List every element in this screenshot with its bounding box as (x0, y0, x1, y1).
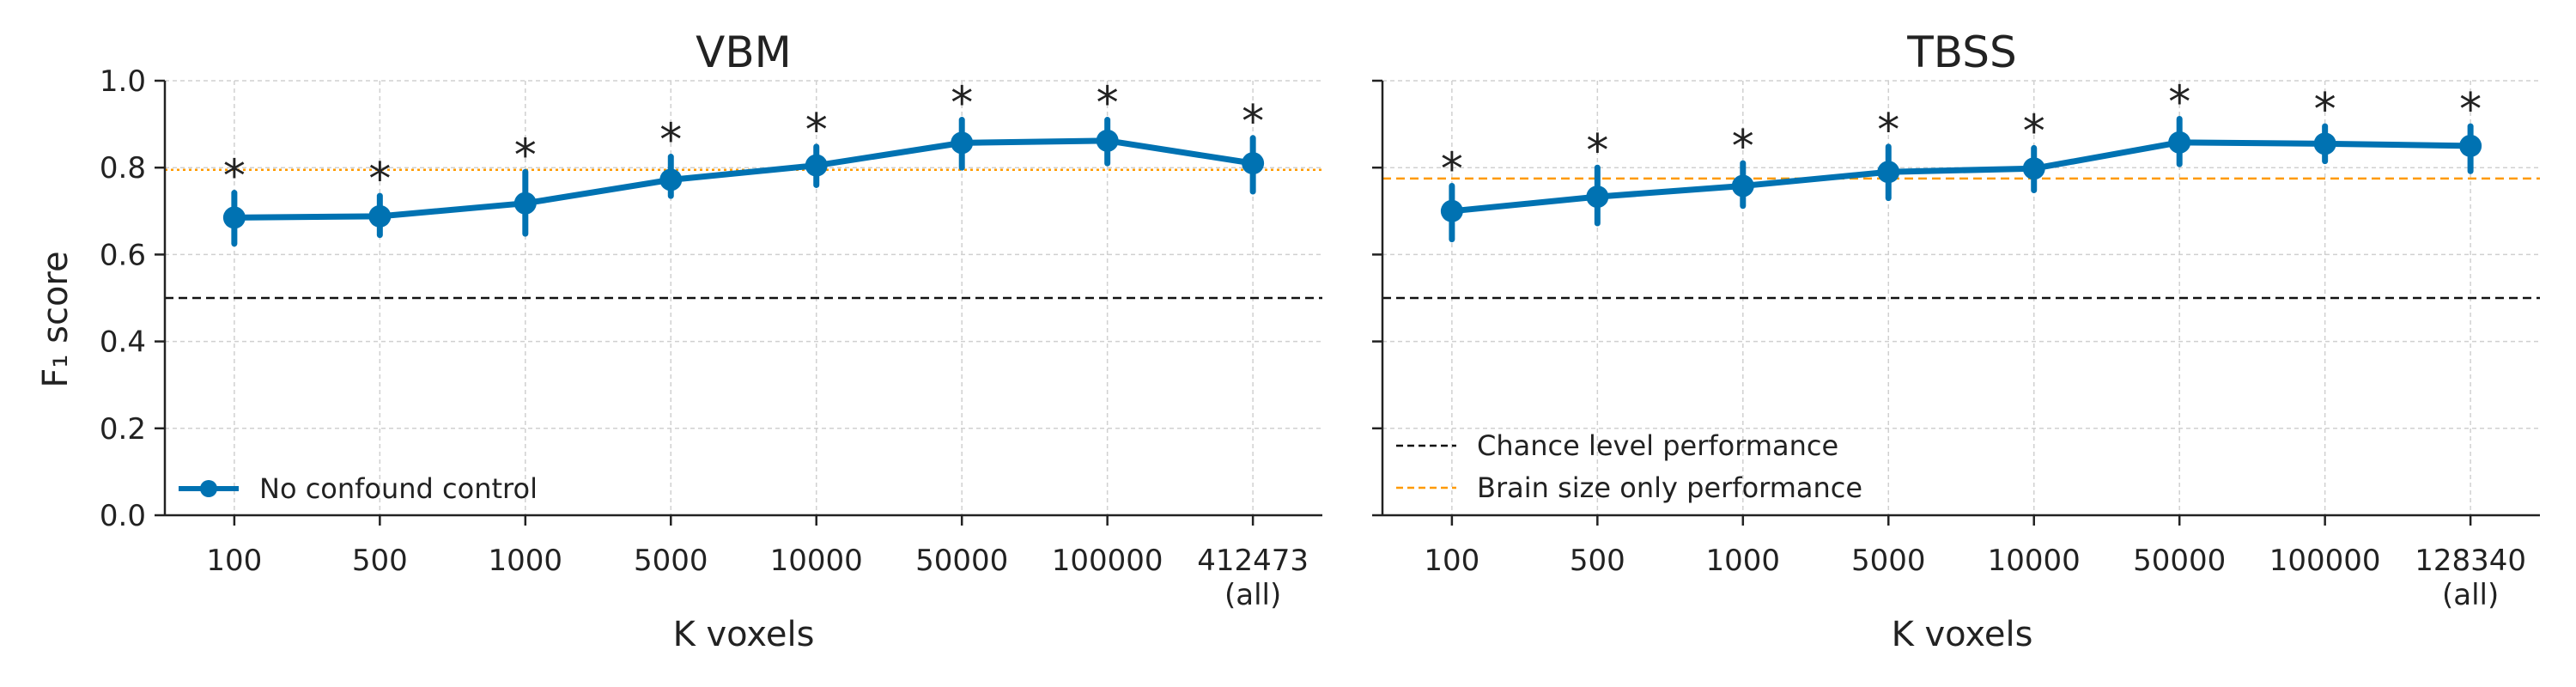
vbm-data-point-0 (222, 206, 246, 229)
vbm-xtick-label-1: 500 (352, 544, 408, 578)
tbss-xtick-label-7: 128340 (2415, 544, 2526, 578)
vbm-panel: VBM F₁ score K voxels 0.0 0.2 0.4 0.6 0.8 1.0… (36, 27, 1322, 654)
tbss-xtick-label-6: 100000 (2269, 544, 2381, 578)
vbm-significance-star-6: * (1097, 78, 1119, 130)
vbm-significance-star-0: * (223, 151, 246, 203)
vbm-ytick-label-5: 1.0 (100, 64, 146, 99)
vbm-data-point-6 (1096, 129, 1119, 152)
legend-series-label: No confound control (259, 472, 538, 505)
tbss-xtick-label-1: 500 (1570, 544, 1625, 578)
tbss-data-point-6 (2313, 132, 2336, 155)
tbss-significance-star-7: * (2459, 84, 2482, 136)
tbss-data-point-5 (2168, 131, 2191, 154)
vbm-significance-star-7: * (1242, 96, 1264, 148)
vbm-ytick-label-1: 0.2 (100, 412, 146, 447)
vbm-data-point-2 (513, 192, 537, 215)
vbm-xtick-label-7: 412473 (1197, 544, 1309, 578)
vbm-series-line (234, 137, 1254, 221)
vbm-x-axis-label: K voxels (673, 615, 815, 654)
vbm-ytick-label-4: 0.8 (100, 151, 146, 185)
vbm-xtick-label-6: 100000 (1052, 544, 1163, 578)
vbm-data-point-4 (805, 154, 828, 177)
vbm-data-point-1 (368, 204, 392, 228)
vbm-xtick-label-4: 10000 (770, 544, 863, 578)
tbss-data-point-4 (2022, 157, 2045, 180)
tbss-xtick-label-2: 1000 (1706, 544, 1781, 578)
vbm-xtick-label-0: 100 (206, 544, 262, 578)
legend-chance-label: Chance level performance (1477, 429, 1838, 462)
tbss-significance-star-5: * (2168, 77, 2190, 129)
vbm-xtick-label-2: 1000 (489, 544, 563, 578)
vbm-xtick-label-7-sub: (all) (1224, 578, 1281, 612)
tbss-data-point-0 (1440, 199, 1463, 222)
vbm-xtick-label-3: 5000 (634, 544, 708, 578)
tbss-significance-star-3: * (1877, 105, 1899, 156)
tbss-xtick-label-0: 100 (1424, 544, 1479, 578)
legend-series-marker (200, 480, 217, 497)
vbm-ytick-label-3: 0.6 (100, 238, 146, 272)
vbm-significance-star-1: * (368, 154, 391, 205)
y-axis-label: F₁ score (36, 251, 76, 387)
vbm-data-point-3 (659, 168, 683, 192)
tbss-x-axis-label: K voxels (1892, 615, 2033, 654)
tbss-significance-star-6: * (2314, 84, 2336, 136)
tbss-panel: TBSS K voxels 100 500 1000 5000 10000 50000 10… (1372, 27, 2540, 654)
tbss-significance-star-1: * (1586, 125, 1608, 177)
tbss-xtick-label-5: 50000 (2133, 544, 2226, 578)
vbm-data-point-5 (951, 131, 974, 155)
tbss-xtick-label-7-sub: (all) (2442, 578, 2499, 612)
tbss-xtick-label-4: 10000 (1988, 544, 2081, 578)
vbm-significance-star-2: * (514, 130, 537, 181)
vbm-ytick-label-2: 0.4 (100, 325, 146, 360)
tbss-data-point-7 (2459, 134, 2482, 157)
vbm-ytick-label-0: 0.0 (100, 499, 146, 533)
vbm-significance-star-4: * (805, 105, 828, 156)
vbm-xtick-label-5: 50000 (915, 544, 1008, 578)
tbss-title: TBSS (1906, 27, 2016, 77)
vbm-data-point-7 (1242, 152, 1265, 175)
tbss-significance-star-4: * (2023, 106, 2045, 157)
tbss-series-line (1451, 139, 2471, 215)
tbss-significance-star-2: * (1732, 121, 1754, 173)
vbm-significance-star-5: * (951, 78, 973, 130)
tbss-significance-star-0: * (1441, 143, 1463, 195)
vbm-title: VBM (696, 27, 792, 77)
vbm-significance-star-3: * (659, 115, 682, 167)
tbss-xtick-label-3: 5000 (1851, 544, 1926, 578)
tbss-data-point-1 (1586, 185, 1609, 209)
tbss-data-point-2 (1731, 174, 1754, 198)
tbss-data-point-3 (1877, 161, 1900, 184)
legend-brain-size-label: Brain size only performance (1477, 471, 1862, 504)
